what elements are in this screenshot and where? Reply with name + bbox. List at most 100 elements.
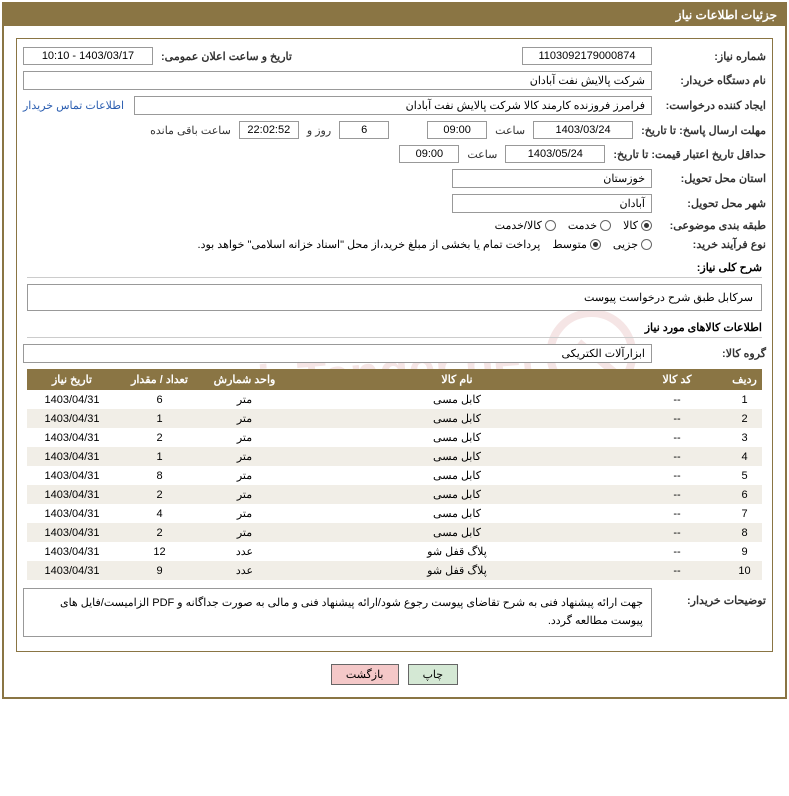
purchase-radio-group: جزیی متوسط <box>552 238 652 251</box>
table-cell-qty: 2 <box>117 523 202 542</box>
table-cell-date: 1403/04/31 <box>27 542 117 561</box>
row-city: شهر محل تحویل: آبادان <box>23 194 766 213</box>
table-cell-name: کابل مسی <box>287 447 627 466</box>
table-cell-code: -- <box>627 390 727 409</box>
table-cell-unit: متر <box>202 523 287 542</box>
province-label: استان محل تحویل: <box>656 172 766 185</box>
th-index: ردیف <box>727 369 762 390</box>
purchase-option-minor[interactable]: جزیی <box>613 238 652 251</box>
table-cell-name: پلاگ قفل شو <box>287 561 627 580</box>
th-date: تاریخ نیاز <box>27 369 117 390</box>
row-buyer-notes: توضیحات خریدار: جهت ارائه پیشنهاد فنی به… <box>23 588 766 637</box>
row-classification: طبقه بندی موضوعی: کالا خدمت کالا/خدمت <box>23 219 766 232</box>
table-cell-idx: 9 <box>727 542 762 561</box>
radio-icon <box>590 239 601 250</box>
purchase-type-label: نوع فرآیند خرید: <box>656 238 766 251</box>
purchase-option-medium[interactable]: متوسط <box>552 238 601 251</box>
table-row: 6--کابل مسیمتر21403/04/31 <box>27 485 762 504</box>
buyer-contact-link[interactable]: اطلاعات تماس خریدار <box>23 99 130 112</box>
table-row: 10--پلاگ قفل شوعدد91403/04/31 <box>27 561 762 580</box>
row-province: استان محل تحویل: خوزستان <box>23 169 766 188</box>
summary-box: سرکابل طبق شرح درخواست پیوست <box>27 284 762 311</box>
deadline-date-field: 1403/03/24 <box>533 121 633 139</box>
back-button[interactable]: بازگشت <box>331 664 399 685</box>
row-buyer-org: نام دستگاه خریدار: شرکت پالایش نفت آبادا… <box>23 71 766 90</box>
days-and-label: روز و <box>303 124 335 137</box>
print-button[interactable]: چاپ <box>408 664 459 685</box>
table-cell-unit: متر <box>202 390 287 409</box>
table-cell-code: -- <box>627 485 727 504</box>
th-unit: واحد شمارش <box>202 369 287 390</box>
row-need-number: شماره نیاز: 1103092179000874 تاریخ و ساع… <box>23 47 766 65</box>
class-option-both[interactable]: کالا/خدمت <box>495 219 556 232</box>
validity-date-field: 1403/05/24 <box>505 145 605 163</box>
table-cell-name: کابل مسی <box>287 504 627 523</box>
table-cell-qty: 9 <box>117 561 202 580</box>
announce-dt-field: 1403/03/17 - 10:10 <box>23 47 153 65</box>
table-cell-qty: 6 <box>117 390 202 409</box>
class-label: طبقه بندی موضوعی: <box>656 219 766 232</box>
table-row: 4--کابل مسیمتر11403/04/31 <box>27 447 762 466</box>
table-cell-name: کابل مسی <box>287 409 627 428</box>
table-cell-name: کابل مسی <box>287 523 627 542</box>
button-row: چاپ بازگشت <box>4 664 785 685</box>
table-cell-date: 1403/04/31 <box>27 447 117 466</box>
table-cell-code: -- <box>627 523 727 542</box>
table-header-row: ردیف کد کالا نام کالا واحد شمارش تعداد /… <box>27 369 762 390</box>
table-cell-idx: 3 <box>727 428 762 447</box>
table-cell-code: -- <box>627 409 727 428</box>
table-cell-date: 1403/04/31 <box>27 409 117 428</box>
table-cell-date: 1403/04/31 <box>27 428 117 447</box>
panel-header: جزئیات اطلاعات نیاز <box>4 4 785 26</box>
table-cell-idx: 2 <box>727 409 762 428</box>
row-deadline: مهلت ارسال پاسخ: تا تاریخ: 1403/03/24 سا… <box>23 121 766 139</box>
table-row: 9--پلاگ قفل شوعدد121403/04/31 <box>27 542 762 561</box>
table-cell-date: 1403/04/31 <box>27 523 117 542</box>
main-frame: جزئیات اطلاعات نیاز AriaTender.net شماره… <box>2 2 787 699</box>
validity-time-field: 09:00 <box>399 145 459 163</box>
class-radio-group: کالا خدمت کالا/خدمت <box>495 219 652 232</box>
table-cell-name: کابل مسی <box>287 390 627 409</box>
class-option-goods[interactable]: کالا <box>623 219 652 232</box>
table-cell-name: کابل مسی <box>287 466 627 485</box>
table-cell-unit: متر <box>202 466 287 485</box>
table-row: 1--کابل مسیمتر61403/04/31 <box>27 390 762 409</box>
table-row: 2--کابل مسیمتر11403/04/31 <box>27 409 762 428</box>
table-cell-code: -- <box>627 542 727 561</box>
table-cell-unit: متر <box>202 428 287 447</box>
table-cell-date: 1403/04/31 <box>27 561 117 580</box>
table-cell-name: کابل مسی <box>287 485 627 504</box>
goods-group-label: گروه کالا: <box>656 347 766 360</box>
buyer-org-field: شرکت پالایش نفت آبادان <box>23 71 652 90</box>
radio-icon <box>545 220 556 231</box>
request-creator-label: ایجاد کننده درخواست: <box>656 99 766 112</box>
table-cell-unit: متر <box>202 504 287 523</box>
radio-icon <box>641 220 652 231</box>
buyer-org-label: نام دستگاه خریدار: <box>656 74 766 87</box>
buyer-notes-label: توضیحات خریدار: <box>656 588 766 607</box>
th-name: نام کالا <box>287 369 627 390</box>
row-purchase-type: نوع فرآیند خرید: جزیی متوسط پرداخت تمام … <box>23 238 766 251</box>
table-cell-code: -- <box>627 428 727 447</box>
table-cell-code: -- <box>627 504 727 523</box>
table-cell-date: 1403/04/31 <box>27 466 117 485</box>
validity-label: حداقل تاریخ اعتبار قیمت: تا تاریخ: <box>609 148 766 161</box>
table-cell-qty: 2 <box>117 485 202 504</box>
request-creator-field: فرامرز فروزنده کارمند کالا شرکت پالایش ن… <box>134 96 652 115</box>
need-no-label: شماره نیاز: <box>656 50 766 63</box>
table-cell-qty: 2 <box>117 428 202 447</box>
th-code: کد کالا <box>627 369 727 390</box>
validity-time-label: ساعت <box>463 148 501 161</box>
class-option-service[interactable]: خدمت <box>568 219 611 232</box>
table-cell-idx: 1 <box>727 390 762 409</box>
table-cell-qty: 1 <box>117 409 202 428</box>
table-cell-qty: 1 <box>117 447 202 466</box>
table-cell-idx: 10 <box>727 561 762 580</box>
table-row: 5--کابل مسیمتر81403/04/31 <box>27 466 762 485</box>
table-cell-name: پلاگ قفل شو <box>287 542 627 561</box>
table-cell-idx: 8 <box>727 523 762 542</box>
table-row: 3--کابل مسیمتر21403/04/31 <box>27 428 762 447</box>
deadline-label: مهلت ارسال پاسخ: تا تاریخ: <box>637 124 766 137</box>
announce-dt-label: تاریخ و ساعت اعلان عمومی: <box>157 50 292 63</box>
table-cell-qty: 4 <box>117 504 202 523</box>
